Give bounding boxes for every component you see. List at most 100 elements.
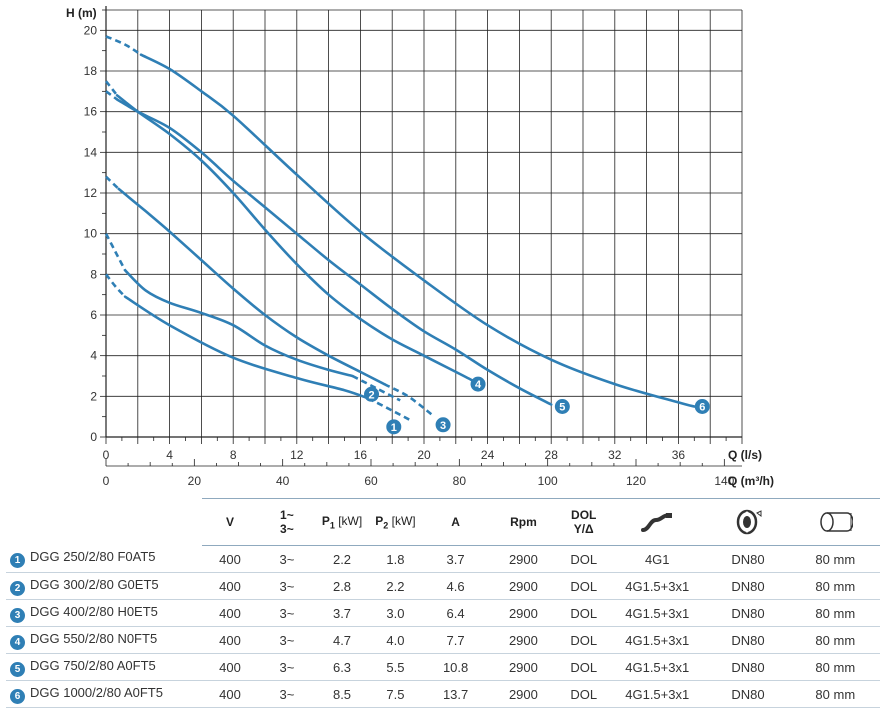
- p2-sub: 2: [383, 520, 389, 531]
- x2-tick-label: 0: [103, 474, 110, 488]
- phase-header-1: 1~: [280, 508, 294, 522]
- model-cell: 3 DGG 400/2/80 H0ET5: [6, 599, 202, 627]
- v-cell: 400: [201, 626, 259, 654]
- y-tick-label: 16: [84, 105, 98, 119]
- curve-number-badge: 1: [10, 553, 25, 569]
- curve-3-dashed-start: [105, 175, 120, 190]
- flange-cell: DN80: [705, 545, 791, 573]
- x2-tick-label: 140: [714, 474, 734, 488]
- curve-1-dashed-start: [104, 273, 127, 298]
- v-cell: 400: [201, 599, 259, 627]
- phase-cell: 3~: [258, 680, 316, 708]
- table-row: 4 DGG 550/2/80 N0FT5 400 3~ 4.7 4.0 7.7 2900 DOL…: [6, 626, 880, 654]
- cable-icon: [641, 513, 673, 532]
- dol-header: DOL Y/Δ: [558, 498, 610, 546]
- cable-cell: 4G1.5+3x1: [609, 680, 706, 708]
- dol-header-1: DOL: [571, 508, 597, 522]
- p1-label: P: [321, 513, 330, 528]
- rpm-cell: 2900: [488, 626, 559, 654]
- rpm-cell: 2900: [488, 572, 559, 600]
- table-row: 6 DGG 1000/2/80 A0FT5 400 3~ 8.5 7.5 13.7 2900 D…: [6, 680, 880, 708]
- dol-cell: DOL: [558, 599, 610, 627]
- x-tick-label: 32: [608, 448, 622, 462]
- p1-unit: [kW]: [334, 513, 363, 528]
- dia-cell: 80 mm: [790, 653, 880, 681]
- curve-marker-label-2: 2: [368, 389, 374, 401]
- p1-sub: 1: [329, 520, 335, 531]
- spec-table: V 1~ 3~ P1 [kW] P2 [kW] A Rpm DOL Y/Δ: [6, 498, 880, 708]
- x-tick-label: 20: [417, 448, 431, 462]
- spec-table-body: 1 DGG 250/2/80 F0AT5 400 3~ 2.2 1.8 3.7 2900 DOL…: [6, 545, 880, 708]
- model-name: DGG 250/2/80 F0AT5: [30, 549, 156, 565]
- curve-4-dashed-start: [104, 80, 119, 97]
- dol-cell: DOL: [558, 626, 610, 654]
- y-tick-label: 8: [90, 267, 97, 281]
- p1-header: P1 [kW]: [315, 498, 369, 546]
- x-tick-label: 16: [354, 448, 368, 462]
- y-tick-label: 14: [84, 145, 98, 159]
- phase-header-2: 3~: [280, 522, 294, 536]
- model-name: DGG 400/2/80 H0ET5: [30, 603, 158, 619]
- p2-unit: [kW]: [388, 513, 416, 528]
- v-cell: 400: [201, 680, 259, 708]
- curve-marker-3: [435, 417, 451, 433]
- dia-cell: 80 mm: [790, 626, 880, 654]
- cable-cell: 4G1.5+3x1: [609, 626, 706, 654]
- curve-number-badge: 5: [10, 661, 25, 677]
- x-tick-label: 12: [290, 448, 304, 462]
- x-tick-label: 0: [103, 448, 110, 462]
- phase-cell: 3~: [258, 572, 316, 600]
- flange-cell: DN80: [705, 680, 791, 708]
- curve-1: [123, 295, 370, 400]
- model-name: DGG 750/2/80 A0FT5: [30, 657, 156, 673]
- model-name: DGG 1000/2/80 A0FT5: [30, 684, 163, 700]
- dia-cell: 80 mm: [790, 545, 880, 573]
- current-header: A: [422, 498, 489, 546]
- curve-3-dashed-end: [383, 382, 433, 416]
- cable-cell: 4G1: [609, 545, 706, 573]
- rpm-header: Rpm: [488, 498, 559, 546]
- table-row: 5 DGG 750/2/80 A0FT5 400 3~ 6.3 5.5 10.8 2900 DO…: [6, 653, 880, 681]
- curve-number-badge: 2: [10, 580, 25, 596]
- model-cell: 5 DGG 750/2/80 A0FT5: [6, 653, 202, 681]
- curve-number-badge: 4: [10, 634, 25, 650]
- x-tick-label: 36: [672, 448, 686, 462]
- a-cell: 4.6: [422, 572, 489, 600]
- x-tick-label: 24: [481, 448, 495, 462]
- cable-cell: 4G1.5+3x1: [609, 599, 706, 627]
- y-axis-label: H (m): [66, 6, 97, 20]
- curve-number-badge: 6: [10, 688, 25, 704]
- p2-cell: 1.8: [368, 545, 423, 573]
- p2-cell: 4.0: [368, 626, 423, 654]
- table-row: 3 DGG 400/2/80 H0ET5 400 3~ 3.7 3.0 6.4 2900 DOL…: [6, 599, 880, 627]
- y-tick-label: 4: [90, 349, 97, 363]
- x-tick-label: 4: [166, 448, 173, 462]
- curve-2-dashed-start: [104, 233, 127, 271]
- chart-markers: 1 2 3 4 5 6: [364, 376, 710, 435]
- phase-cell: 3~: [258, 599, 316, 627]
- dol-cell: DOL: [558, 653, 610, 681]
- chart-curves: [104, 35, 696, 422]
- y-tick-label: 2: [90, 389, 97, 403]
- model-cell: 6 DGG 1000/2/80 A0FT5: [6, 680, 202, 708]
- p1-cell: 8.5: [315, 680, 369, 708]
- pipe-diameter-icon: [820, 512, 854, 532]
- spec-header-row: V 1~ 3~ P1 [kW] P2 [kW] A Rpm DOL Y/Δ: [6, 498, 880, 546]
- curve-2-dashed-end: [351, 374, 401, 402]
- curve-4: [115, 94, 473, 382]
- curve-1-dashed-end: [367, 397, 412, 422]
- flange-header: [705, 498, 791, 546]
- curve-marker-label-1: 1: [391, 422, 397, 434]
- model-cell: 2 DGG 300/2/80 G0ET5: [6, 572, 202, 600]
- dia-cell: 80 mm: [790, 599, 880, 627]
- x-tick-label: 28: [545, 448, 559, 462]
- y-tick-label: 10: [84, 227, 98, 241]
- curve-6: [139, 53, 696, 408]
- x2-axis-label: Q (m³/h): [728, 474, 774, 488]
- x2-tick-label: 100: [538, 474, 558, 488]
- x2-tick-label: 40: [276, 474, 290, 488]
- phase-cell: 3~: [258, 626, 316, 654]
- x2-tick-label: 80: [453, 474, 467, 488]
